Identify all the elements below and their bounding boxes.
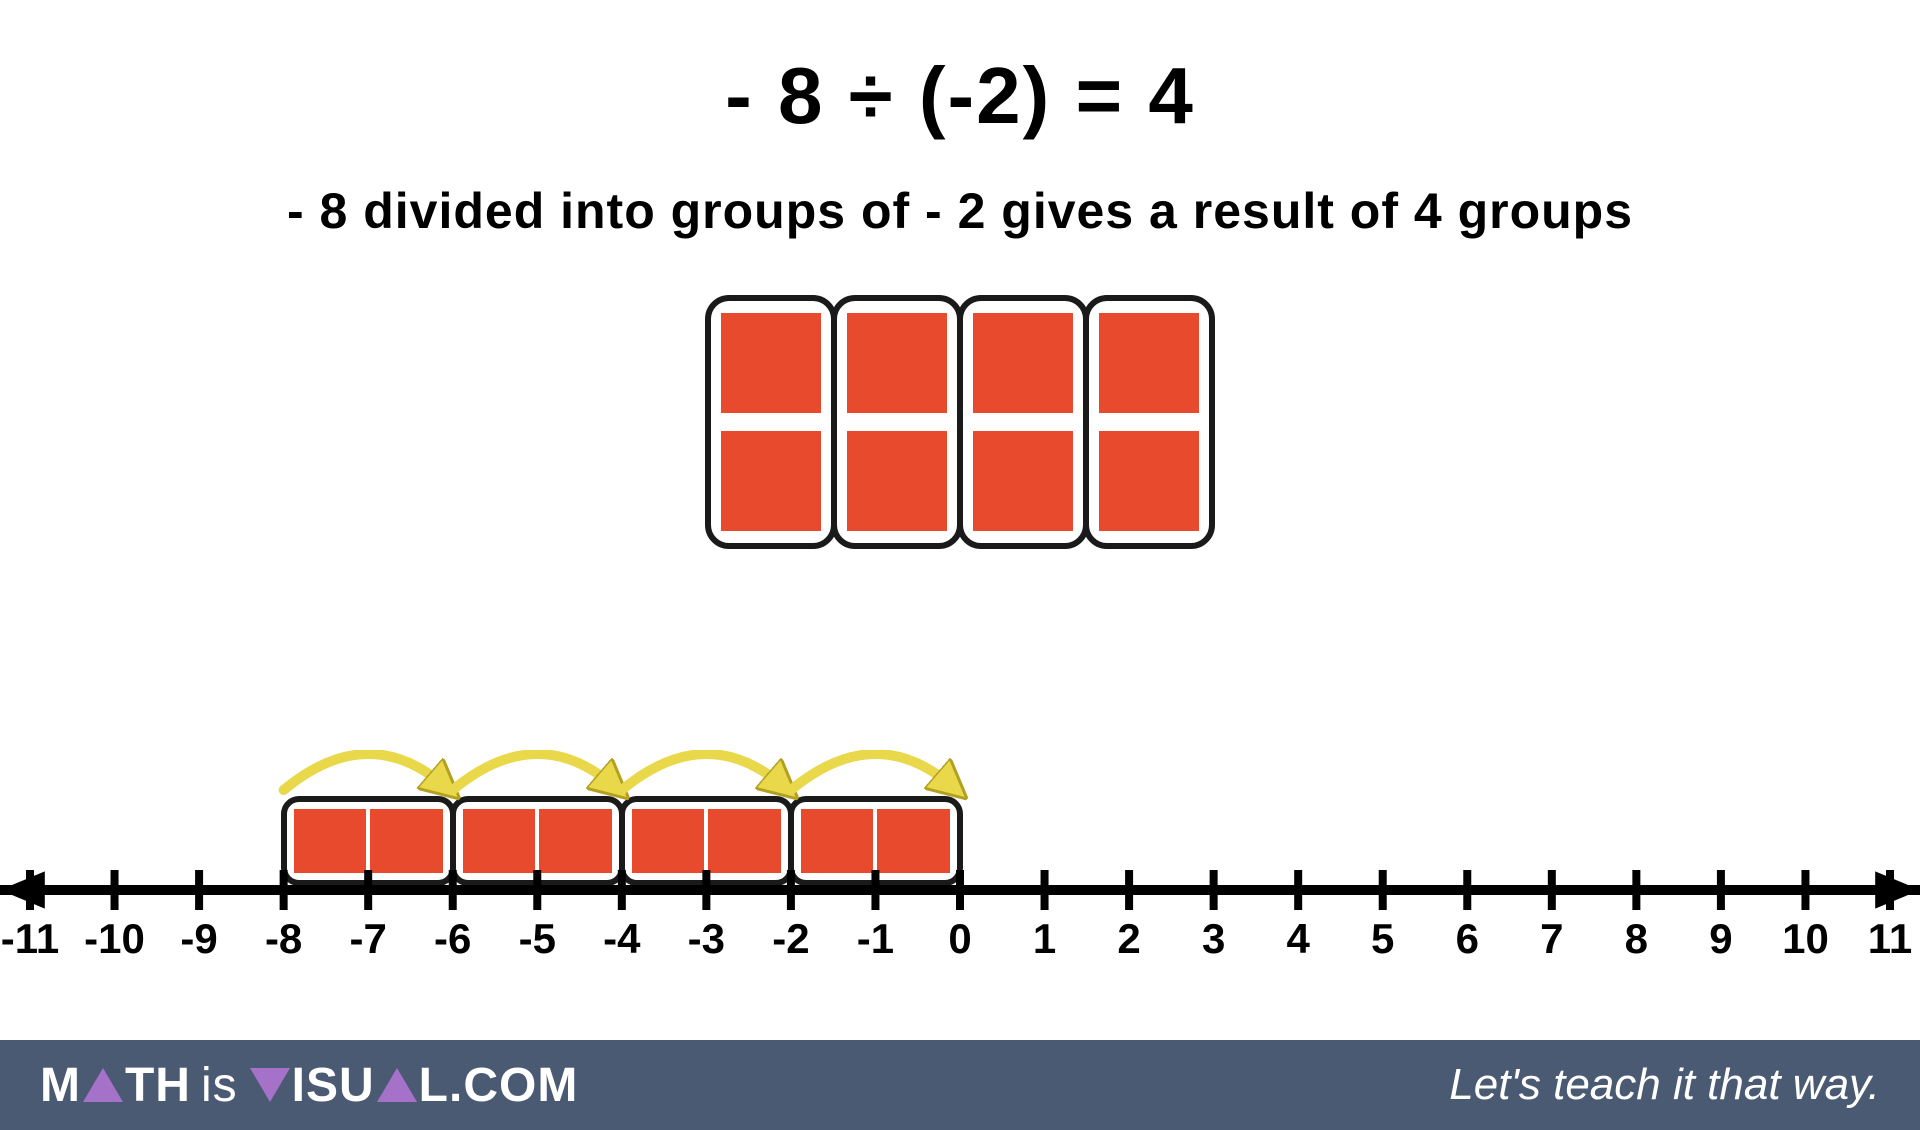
group-card: [705, 295, 837, 549]
tick-label: 11: [1868, 915, 1912, 963]
sentence-text: - 8 divided into groups of - 2 gives a r…: [0, 182, 1920, 240]
tick-label: 6: [1456, 915, 1479, 963]
counter-square: [973, 431, 1073, 531]
tick-label: 3: [1202, 915, 1225, 963]
brand-m: M: [40, 1058, 81, 1113]
tick-label: 4: [1286, 915, 1309, 963]
equation-text: - 8 ÷ (-2) = 4: [0, 50, 1920, 142]
counter-square: [1099, 431, 1199, 531]
jump-arrow: [453, 754, 614, 790]
tick-label: -1: [857, 915, 894, 963]
axis-arrow-left: [0, 871, 45, 908]
tick-label: -9: [180, 915, 217, 963]
brand-l: L: [419, 1058, 449, 1113]
groups-visual: [0, 295, 1920, 549]
numberline-area: -11-10-9-8-7-6-5-4-3-2-101234567891011: [0, 750, 1920, 1010]
tick-label: -10: [84, 915, 145, 963]
counter-square: [721, 431, 821, 531]
jump-arrow: [622, 754, 783, 790]
tick-label: -8: [265, 915, 302, 963]
group-card: [957, 295, 1089, 549]
tick-label: 0: [948, 915, 971, 963]
jump-arrow: [791, 754, 952, 790]
brand-th: TH: [125, 1058, 191, 1113]
tick-label: -11: [1, 915, 59, 963]
axis-arrow-right: [1875, 871, 1920, 908]
tick-label: 10: [1782, 915, 1829, 963]
brand-domain: .COM: [449, 1058, 578, 1113]
tick-label: 7: [1540, 915, 1563, 963]
triangle-down-icon: [250, 1068, 290, 1102]
tick-label: 2: [1117, 915, 1140, 963]
tick-label: -3: [688, 915, 725, 963]
tick-label: -7: [349, 915, 386, 963]
counter-square: [1099, 313, 1199, 413]
tick-label: -2: [772, 915, 809, 963]
tick-label: 8: [1625, 915, 1648, 963]
tick-label: 1: [1033, 915, 1056, 963]
tick-label: -4: [603, 915, 640, 963]
group-card: [1083, 295, 1215, 549]
tick-label: -5: [519, 915, 556, 963]
triangle-up-icon-2: [377, 1068, 417, 1102]
counter-square: [973, 313, 1073, 413]
group-card: [831, 295, 963, 549]
numberline-svg: [0, 750, 1920, 1010]
footer: M TH is ISU L.COM Let's teach it that way.: [0, 1040, 1920, 1130]
tick-label: 9: [1709, 915, 1732, 963]
triangle-up-icon: [83, 1068, 123, 1102]
counter-square: [847, 313, 947, 413]
brand-is: is: [201, 1058, 238, 1113]
counter-square: [721, 313, 821, 413]
jump-arrow: [284, 754, 445, 790]
footer-tagline: Let's teach it that way.: [1449, 1060, 1880, 1110]
tick-label: -6: [434, 915, 471, 963]
brand-isu: ISU: [292, 1058, 375, 1113]
footer-brand: M TH is ISU L.COM: [40, 1058, 578, 1113]
tick-label: 5: [1371, 915, 1394, 963]
counter-square: [847, 431, 947, 531]
